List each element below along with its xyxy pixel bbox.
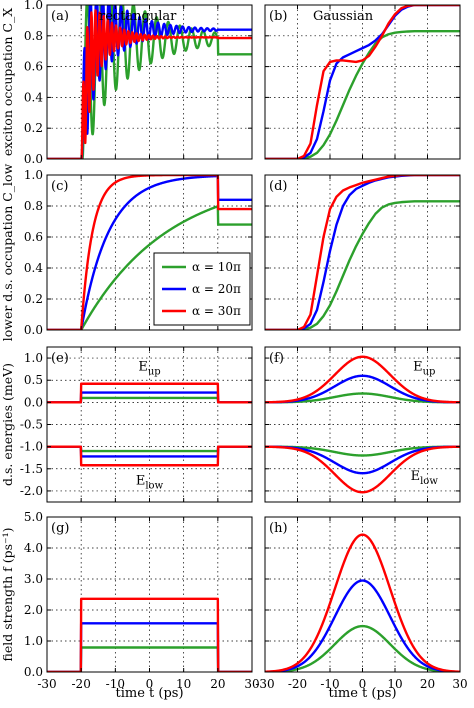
column-xlabel-1: time t (ps) [328, 686, 396, 701]
y-tick-label: 0.8 [24, 199, 43, 213]
x-tick-label: 0 [146, 677, 154, 691]
annotation-up: Eup [138, 359, 160, 377]
panel-label: (e) [51, 351, 69, 366]
y-tick-label: 0.5 [24, 373, 43, 387]
series-line-alpha_30pi [265, 533, 460, 672]
annotation-sub: up [423, 366, 436, 377]
series-line-alpha_20pi [265, 579, 460, 672]
series-line-alpha_30pi-upper [265, 355, 460, 404]
annotation-up: Eup [413, 359, 435, 377]
x-tick-label: 0 [359, 677, 367, 691]
y-tick-label: 5.0 [24, 510, 43, 524]
legend-label-alpha_20pi: α = 20π [192, 282, 241, 296]
y-tick-label: 4.0 [24, 541, 43, 555]
panel-d: (d) [264, 174, 461, 331]
x-tick-label: 20 [210, 677, 225, 691]
series-line-alpha_10pi [47, 5, 252, 159]
annotation-sub: low [420, 476, 438, 487]
y-tick-label: 0.4 [24, 90, 43, 104]
x-tick-label: 10 [387, 677, 402, 691]
row-ylabel-3: field strength f (ps⁻¹) [0, 528, 15, 662]
y-tick-label: 0.0 [24, 395, 43, 409]
row-ylabel-1: lower d.s. occupation C_low [0, 163, 15, 341]
y-tick-label: 1.0 [24, 168, 43, 182]
y-tick-label: 1.0 [24, 351, 43, 365]
annotation-base: E [138, 359, 148, 374]
panel-b: (b) Gaussian [264, 4, 461, 160]
panel-a: 0.0 0.2 0.4 0.6 0.8 1.0 (a) rectangular [24, 0, 253, 166]
row-ylabel-2: d.s. energies (meV) [0, 363, 15, 486]
series-line-alpha_30pi [47, 9, 252, 159]
panel-label: (g) [51, 521, 69, 536]
y-tick-label: 0.4 [24, 261, 43, 275]
y-tick-label: -0.5 [20, 418, 43, 432]
panel-g: 0.0 1.0 2.0 3.0 4.0 5.0 -30 -20 -10 0 10 20 30 (g) [24, 510, 260, 691]
x-tick-label: 10 [176, 677, 191, 691]
series-group [47, 382, 252, 467]
panel-label: (h) [269, 521, 288, 536]
annotation-low: Elow [411, 469, 439, 487]
y-tick-label: 0.8 [24, 29, 43, 43]
x-tick-label: -30 [37, 677, 56, 691]
legend: α = 10π α = 20π α = 30π [153, 252, 251, 326]
series-line-alpha_30pi-lower [47, 445, 252, 467]
y-tick-label: 2.0 [24, 603, 43, 617]
y-tick-label: 0.2 [24, 292, 43, 306]
y-tick-label: 1.0 [24, 634, 43, 648]
panel-label: (a) [51, 9, 69, 24]
y-tick-label: 0.0 [24, 152, 43, 166]
y-tick-label: -1.5 [20, 462, 43, 476]
series-line-alpha_30pi-upper [47, 382, 252, 404]
x-tick-label: -10 [106, 677, 125, 691]
panel-title: Gaussian [313, 9, 374, 24]
column-xlabel-0: time t (ps) [115, 686, 183, 701]
x-tick-label: 30 [244, 677, 259, 691]
panel-label: (f) [269, 351, 284, 366]
annotation-base: E [413, 359, 423, 374]
y-tick-label: 0.6 [24, 230, 43, 244]
y-tick-label: 1.0 [24, 0, 43, 12]
x-tick-label: 30 [452, 677, 467, 691]
annotation-sub: up [148, 366, 161, 377]
y-tick-label: 0.6 [24, 60, 43, 74]
panel-label: (b) [269, 9, 287, 24]
x-tick-label: -20 [288, 677, 307, 691]
y-tick-label: 0.0 [24, 323, 43, 337]
row-ylabel-0: exciton occupation C_X [0, 8, 15, 156]
y-tick-label: 3.0 [24, 572, 43, 586]
x-tick-label: -30 [255, 677, 274, 691]
x-tick-label: -10 [320, 677, 339, 691]
annotation-base: E [136, 473, 146, 488]
series-group [47, 5, 252, 159]
series-group [47, 597, 252, 672]
series-line-alpha_30pi [265, 5, 460, 159]
series-group [265, 5, 460, 159]
panel-c: 0.0 0.2 0.4 0.6 0.8 1.0 (c) α = 10π α = 20π α = 3… [24, 168, 253, 337]
series-line-alpha_10pi [265, 29, 460, 159]
series-line-alpha_30pi [47, 597, 252, 672]
y-tick-label: -1.0 [20, 440, 43, 454]
series-group [265, 355, 460, 494]
annotation-sub: low [145, 480, 163, 491]
x-tick-label: -20 [72, 677, 91, 691]
legend-label-alpha_10pi: α = 10π [192, 260, 241, 274]
y-tick-label: 0.2 [24, 121, 43, 135]
series-line-alpha_30pi-lower [265, 445, 460, 494]
annotation-base: E [411, 469, 421, 484]
y-tick-label: -2.0 [20, 484, 43, 498]
panel-label: (c) [51, 179, 68, 194]
panel-title: rectangular [99, 9, 177, 24]
legend-label-alpha_30pi: α = 30π [192, 304, 241, 318]
x-tick-label: 20 [420, 677, 435, 691]
annotation-low: Elow [136, 473, 164, 491]
y-tick-label: 0.0 [24, 665, 43, 679]
panel-label: (d) [269, 179, 287, 194]
panel-h: -30 -20 -10 0 10 20 30 (h) [255, 516, 468, 691]
series-line-alpha_10pi [265, 200, 460, 330]
